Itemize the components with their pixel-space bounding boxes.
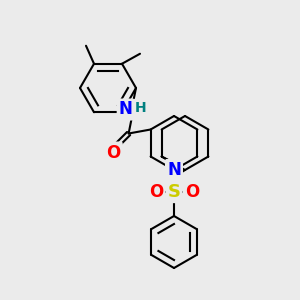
Text: N: N — [167, 161, 181, 179]
Text: O: O — [185, 183, 199, 201]
Text: O: O — [106, 143, 121, 161]
Text: S: S — [167, 183, 181, 201]
Text: O: O — [149, 183, 163, 201]
Text: H: H — [135, 100, 146, 115]
Text: N: N — [167, 161, 181, 179]
Text: N: N — [119, 100, 133, 118]
